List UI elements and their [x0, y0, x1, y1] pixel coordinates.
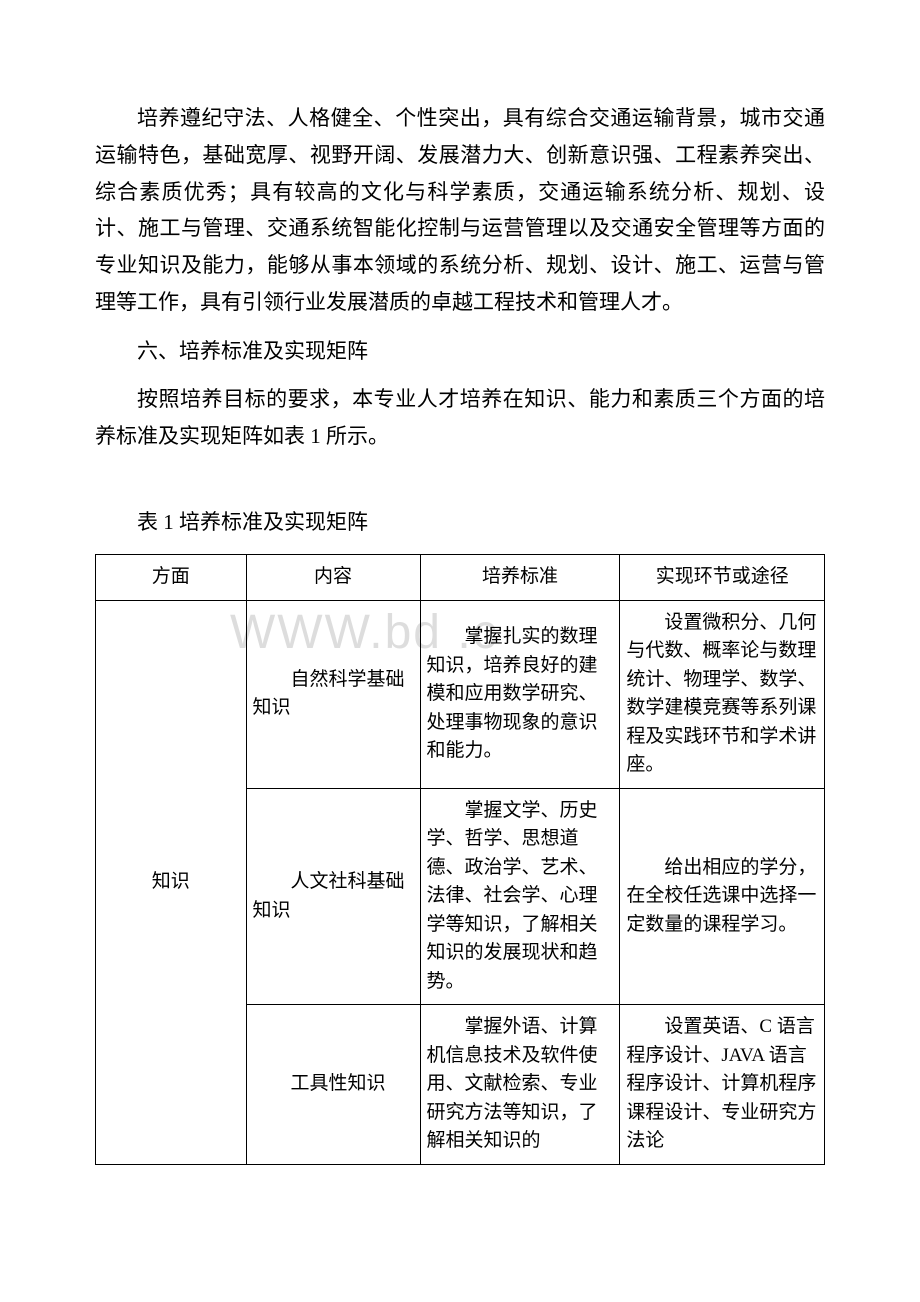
col-header-path-text: 实现环节或途径	[656, 566, 789, 587]
table-row: 知识 自然科学基础知识 掌握扎实的数理知识，培养良好的建模和应用数学研究、处理事…	[96, 600, 825, 788]
cell-path-text: 给出相应的学分，在全校任选课中选择一定数量的课程学习。	[626, 857, 816, 935]
cell-standard: 掌握外语、计算机信息技术及软件使用、文献检索、专业研究方法等知识，了解相关知识的	[420, 1005, 620, 1165]
cell-path: 设置英语、C 语言程序设计、JAVA 语言程序设计、计算机程序课程设计、专业研究…	[620, 1005, 825, 1165]
cell-path: 设置微积分、几何与代数、概率论与数理统计、物理学、数学、数学建模竞赛等系列课程及…	[620, 600, 825, 788]
table-caption: 表 1 培养标准及实现矩阵	[95, 505, 825, 541]
paragraph-objective: 培养遵纪守法、人格健全、个性突出，具有综合交通运输背景，城市交通运输特色，基础宽…	[95, 100, 825, 321]
cell-path-text: 设置英语、C 语言程序设计、JAVA 语言程序设计、计算机程序课程设计、专业研究…	[626, 1016, 816, 1151]
col-header-content: 内容	[246, 555, 420, 601]
col-header-path: 实现环节或途径	[620, 555, 825, 601]
cell-standard-text: 掌握文学、历史学、哲学、思想道德、政治学、艺术、法律、社会学、心理学等知识，了解…	[427, 800, 598, 992]
cell-standard-text: 掌握外语、计算机信息技术及软件使用、文献检索、专业研究方法等知识，了解相关知识的	[427, 1016, 598, 1151]
col-header-aspect: 方面	[96, 555, 247, 601]
table-header-row: 方面 内容 培养标准 实现环节或途径	[96, 555, 825, 601]
cell-content-text: 工具性知识	[291, 1073, 386, 1094]
section-heading: 六、培养标准及实现矩阵	[95, 333, 825, 370]
cell-path: 给出相应的学分，在全校任选课中选择一定数量的课程学习。	[620, 788, 825, 1005]
cell-standard: 掌握扎实的数理知识，培养良好的建模和应用数学研究、处理事物现象的意识和能力。	[420, 600, 620, 788]
paragraph-intro: 按照培养目标的要求，本专业人才培养在知识、能力和素质三个方面的培养标准及实现矩阵…	[95, 381, 825, 455]
standards-table: 方面 内容 培养标准 实现环节或途径 知识 自然科学基础知识 掌握扎实的数理知识…	[95, 554, 825, 1165]
col-header-standard: 培养标准	[420, 555, 620, 601]
document-content: 培养遵纪守法、人格健全、个性突出，具有综合交通运输背景，城市交通运输特色，基础宽…	[95, 100, 825, 1165]
cell-content-text: 自然科学基础知识	[253, 669, 405, 719]
cell-path-text: 设置微积分、几何与代数、概率论与数理统计、物理学、数学、数学建模竞赛等系列课程及…	[626, 612, 816, 776]
rowgroup-aspect: 知识	[96, 600, 247, 1164]
cell-content: 自然科学基础知识	[246, 600, 420, 788]
cell-content: 人文社科基础知识	[246, 788, 420, 1005]
cell-content: 工具性知识	[246, 1005, 420, 1165]
cell-content-text: 人文社科基础知识	[253, 871, 405, 921]
cell-standard: 掌握文学、历史学、哲学、思想道德、政治学、艺术、法律、社会学、心理学等知识，了解…	[420, 788, 620, 1005]
cell-standard-text: 掌握扎实的数理知识，培养良好的建模和应用数学研究、处理事物现象的意识和能力。	[427, 626, 598, 761]
